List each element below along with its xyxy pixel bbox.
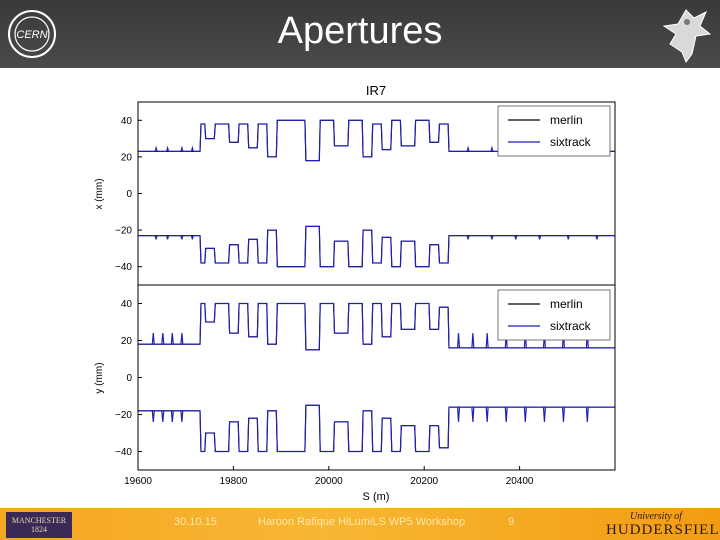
bottom-ylabel: y (mm) xyxy=(94,362,105,393)
top-ytick-label: −20 xyxy=(115,226,132,237)
xtick-label: 19800 xyxy=(219,476,247,487)
bottom-legend: merlin sixtrack xyxy=(497,289,611,341)
manchester-logo: MANCHESTER 1824 xyxy=(6,512,72,538)
manchester-logo-text: MANCHESTER 1824 xyxy=(11,516,67,534)
top-ytick-label: 20 xyxy=(121,152,133,163)
top-legend: merlin sixtrack xyxy=(497,105,611,157)
aperture-plot: IR7 −40 −20 0 20 40 x (mm) merlin sixtrack −… xyxy=(94,83,616,503)
top-ytick-label: 0 xyxy=(126,189,132,200)
huddersfield-logo-line2: HUDDERSFIELD xyxy=(606,522,720,538)
cern-logo-icon: CERN xyxy=(8,10,56,58)
bottom-ytick-label: 20 xyxy=(121,336,133,347)
svg-text:CERN: CERN xyxy=(16,29,47,41)
bottom-sixtrack-lower-line xyxy=(138,404,615,453)
xtick-label: 20000 xyxy=(315,476,343,487)
top-panel: −40 −20 0 20 40 x (mm) merlin sixtrack xyxy=(94,101,616,286)
chart-title: IR7 xyxy=(366,83,386,98)
slide-title: Apertures xyxy=(277,10,443,52)
top-legend-sixtrack-label: sixtrack xyxy=(550,135,592,149)
x-axis-label: S (m) xyxy=(363,491,390,503)
footer-page-number: 9 xyxy=(508,516,515,528)
xtick-label: 20400 xyxy=(506,476,534,487)
bottom-sixtrack-upper-line xyxy=(138,302,615,351)
huddersfield-logo: University of HUDDERSFIELD xyxy=(606,511,720,539)
bottom-ytick-label: −20 xyxy=(115,410,132,421)
slide-header: CERN Apertures xyxy=(0,0,720,68)
bottom-legend-sixtrack-label: sixtrack xyxy=(550,319,592,333)
top-legend-merlin-label: merlin xyxy=(550,113,583,127)
xtick-label: 19600 xyxy=(124,476,152,487)
xtick-label: 20200 xyxy=(410,476,438,487)
huddersfield-logo-line1: University of xyxy=(630,511,682,522)
top-sixtrack-lower-line xyxy=(138,225,615,268)
top-merlin-lower-line xyxy=(138,225,615,268)
bottom-panel: −40 −20 0 20 40 19600 19800 20000 20200 20400 y … xyxy=(94,284,616,503)
footer-date: 30.10.15 xyxy=(174,516,217,528)
bottom-ytick-label: −40 xyxy=(115,447,132,458)
footer-author: Haroon Rafique HiLumiLS WP5 Workshop xyxy=(258,516,466,528)
top-ytick-label: 40 xyxy=(121,116,133,127)
bottom-ytick-label: 40 xyxy=(121,299,133,310)
bottom-ytick-label: 0 xyxy=(126,373,132,384)
top-ylabel: x (mm) xyxy=(94,178,105,209)
bottom-legend-merlin-label: merlin xyxy=(550,297,583,311)
owl-logo-icon xyxy=(662,9,712,64)
slide-footer: MANCHESTER 1824 30.10.15 Haroon Rafique … xyxy=(0,508,720,540)
top-ytick-label: −40 xyxy=(115,262,132,273)
